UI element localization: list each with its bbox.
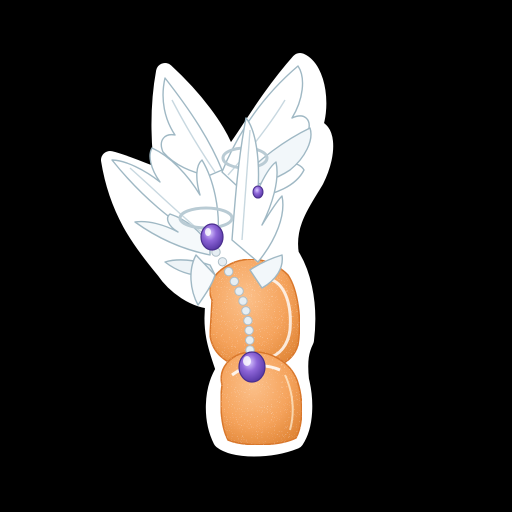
pearl-bead xyxy=(245,335,255,345)
pearl-bead xyxy=(224,266,234,277)
pearl-bead xyxy=(243,315,253,326)
pearl-bead xyxy=(229,276,240,287)
wing-front-left xyxy=(111,147,220,277)
pearl-bead xyxy=(244,325,254,336)
pearl-bead xyxy=(241,306,251,316)
gem-bottom xyxy=(238,351,266,383)
gem-top xyxy=(200,223,224,251)
gem-small xyxy=(252,185,264,199)
pearl-bead xyxy=(234,286,244,296)
pearl-bead xyxy=(217,257,228,267)
pearl-bead xyxy=(238,296,248,306)
boot-back xyxy=(209,258,301,370)
